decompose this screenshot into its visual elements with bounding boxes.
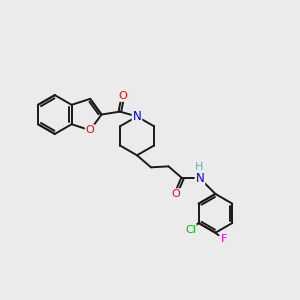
Text: H: H xyxy=(195,162,203,172)
Text: O: O xyxy=(86,125,94,135)
Text: O: O xyxy=(171,189,180,199)
Text: F: F xyxy=(220,235,227,244)
Text: Cl: Cl xyxy=(185,225,196,235)
Text: N: N xyxy=(196,172,204,185)
Text: N: N xyxy=(133,110,141,123)
Text: O: O xyxy=(118,91,127,101)
